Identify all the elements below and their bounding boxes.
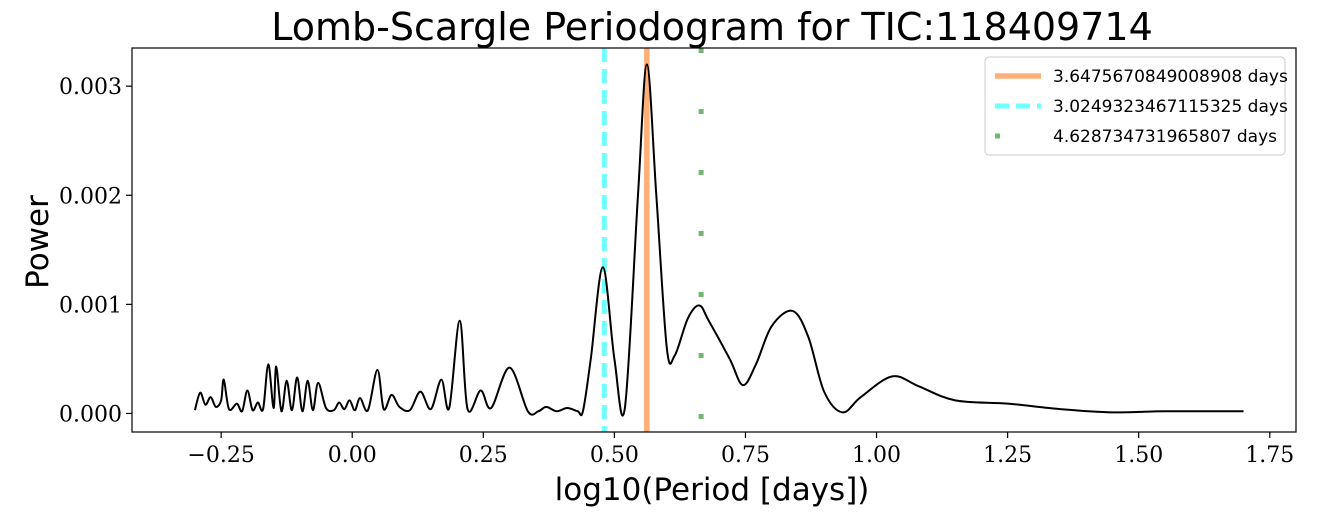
reference-lines [601,48,704,432]
periodogram-line [193,63,1244,417]
x-tick-label: 1.75 [1245,443,1294,468]
legend-entries: 3.6475670849008908 days 3.024932346711532… [995,67,1288,147]
x-tick-label: 0.25 [459,443,508,468]
x-tick-label: 1.50 [1114,443,1163,468]
y-axis-ticks: 0.000 0.001 0.002 0.003 [59,75,132,427]
plot-frame [131,47,1297,433]
y-tick-label: 0.000 [59,402,122,427]
legend-box [984,56,1286,156]
y-tick-label: 0.002 [59,184,122,209]
x-axis-label: log10(Period [days]) [555,472,870,508]
plot-area: −0.25 0.00 0.25 0.50 0.75 1.00 1.25 1.50 1.75 0.… [59,47,1297,468]
legend-label-1: 3.6475670849008908 days [1053,67,1288,87]
y-axis-label: Power [20,195,56,289]
chart-title: Lomb-Scargle Periodogram for TIC:1184097… [271,5,1153,49]
x-tick-label: 0.00 [328,443,377,468]
legend-label-2: 3.0249323467115325 days [1053,97,1288,117]
x-tick-label: 0.75 [721,443,770,468]
x-tick-label: −0.25 [187,443,254,468]
y-tick-label: 0.003 [59,75,122,100]
series-layer [193,63,1244,417]
legend: 3.6475670849008908 days 3.024932346711532… [984,56,1288,156]
x-tick-label: 0.50 [590,443,639,468]
y-tick-label: 0.001 [59,293,122,318]
x-tick-label: 1.25 [983,443,1032,468]
x-axis-ticks: −0.25 0.00 0.25 0.50 0.75 1.00 1.25 1.50 1.75 [187,432,1294,468]
legend-label-3: 4.628734731965807 days [1053,127,1277,147]
x-tick-label: 1.00 [852,443,901,468]
